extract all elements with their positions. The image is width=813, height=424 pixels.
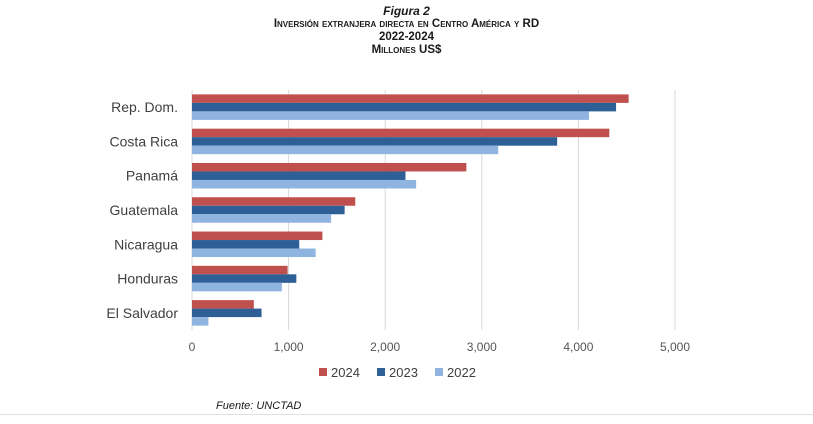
legend-swatch bbox=[377, 368, 385, 376]
category-label: Rep. Dom. bbox=[111, 99, 178, 115]
x-tick-label: 2,000 bbox=[370, 340, 400, 354]
bar-2023 bbox=[192, 274, 297, 283]
bar-2024 bbox=[192, 197, 356, 206]
category-label: Costa Rica bbox=[110, 133, 179, 149]
bar-2022 bbox=[192, 214, 332, 223]
bar-2024 bbox=[192, 300, 254, 309]
legend-swatch bbox=[435, 368, 443, 376]
bar-2022 bbox=[192, 317, 209, 326]
legend-label: 2023 bbox=[389, 365, 418, 380]
chart-subtitle: 2022-2024 bbox=[379, 31, 434, 43]
bar-2022 bbox=[192, 248, 316, 258]
x-tick-label: 5,000 bbox=[660, 340, 690, 354]
bar-2022 bbox=[192, 282, 282, 292]
bar-2023 bbox=[192, 240, 300, 249]
bar-2022 bbox=[192, 145, 499, 155]
category-label: Panamá bbox=[126, 168, 178, 184]
category-label: Nicaragua bbox=[114, 236, 178, 252]
bar-2024 bbox=[192, 128, 610, 138]
bar-2023 bbox=[192, 205, 345, 215]
bar-2022 bbox=[192, 111, 590, 120]
category-label: El Salvador bbox=[106, 305, 178, 321]
x-tick-label: 4,000 bbox=[563, 340, 593, 354]
bar-2024 bbox=[192, 231, 323, 241]
bar-2023 bbox=[192, 171, 406, 180]
bar-2023 bbox=[192, 102, 617, 112]
legend-label: 2022 bbox=[447, 365, 476, 380]
bar-2023 bbox=[192, 308, 262, 318]
bar-2024 bbox=[192, 265, 288, 275]
x-tick-label: 3,000 bbox=[467, 340, 497, 354]
category-label: Guatemala bbox=[110, 202, 179, 218]
chart-header: Figura 2 Inversión extranjera directa en… bbox=[0, 5, 813, 57]
legend-label: 2024 bbox=[331, 365, 360, 380]
bottom-divider bbox=[0, 414, 813, 415]
bar-2024 bbox=[192, 94, 629, 103]
chart-title: Inversión extranjera directa en Centro A… bbox=[273, 18, 540, 30]
chart-units: Millones US$ bbox=[371, 44, 442, 56]
x-tick-label: 0 bbox=[189, 340, 196, 354]
figure-label: Figura 2 bbox=[383, 4, 430, 18]
bar-2024 bbox=[192, 162, 467, 172]
legend-swatch bbox=[319, 368, 327, 376]
category-label: Honduras bbox=[117, 271, 178, 287]
source-note: Fuente: UNCTAD bbox=[216, 400, 302, 412]
x-tick-label: 1,000 bbox=[274, 340, 304, 354]
bar-2023 bbox=[192, 137, 558, 146]
bar-2022 bbox=[192, 179, 417, 189]
